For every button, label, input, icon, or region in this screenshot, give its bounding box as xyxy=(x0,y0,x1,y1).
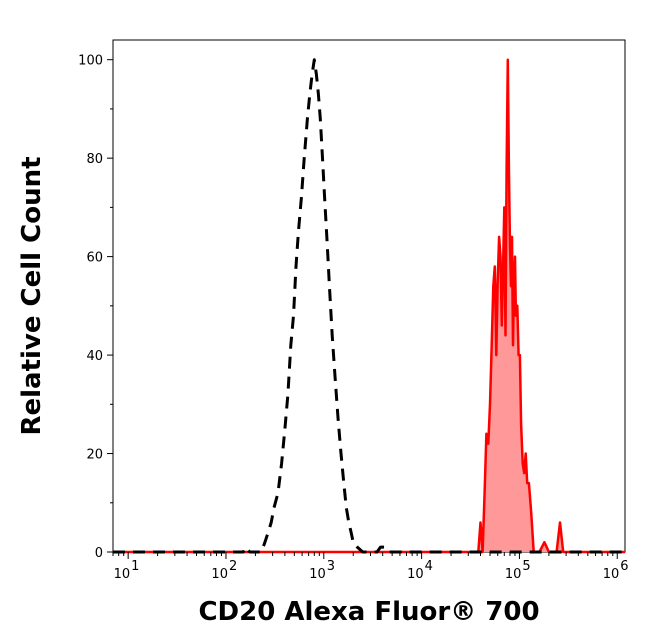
y-tick-label-5: 100 xyxy=(78,54,103,69)
x-axis-title: CD20 Alexa Fluor® 700 xyxy=(198,597,539,627)
series-1-fill xyxy=(113,59,625,552)
y-tick-label-0: 0 xyxy=(95,546,103,561)
y-tick-label-4: 80 xyxy=(86,152,103,167)
series-0-line xyxy=(113,58,625,554)
x-tick-exponent-5: 6 xyxy=(620,559,628,574)
x-tick-label-0: 10 xyxy=(114,567,131,582)
x-tick-label-1: 10 xyxy=(211,567,228,582)
x-tick-exponent-0: 1 xyxy=(131,559,139,574)
y-tick-label-3: 60 xyxy=(86,251,103,266)
x-tick-exponent-1: 2 xyxy=(229,559,237,574)
plot-frame xyxy=(112,39,626,553)
series-layer xyxy=(113,58,625,554)
series-1-line xyxy=(113,58,625,554)
y-tick-label-2: 40 xyxy=(86,349,103,364)
x-tick-label-4: 10 xyxy=(505,567,522,582)
x-tick-exponent-4: 5 xyxy=(522,559,530,574)
x-tick-exponent-3: 4 xyxy=(425,559,433,574)
x-tick-label-3: 10 xyxy=(407,567,424,582)
y-axis-title: Relative Cell Count xyxy=(17,156,47,435)
x-tick-exponent-2: 3 xyxy=(327,559,335,574)
x-tick-label-5: 10 xyxy=(603,567,620,582)
x-tick-label-2: 10 xyxy=(309,567,326,582)
y-tick-label-1: 20 xyxy=(86,448,103,463)
